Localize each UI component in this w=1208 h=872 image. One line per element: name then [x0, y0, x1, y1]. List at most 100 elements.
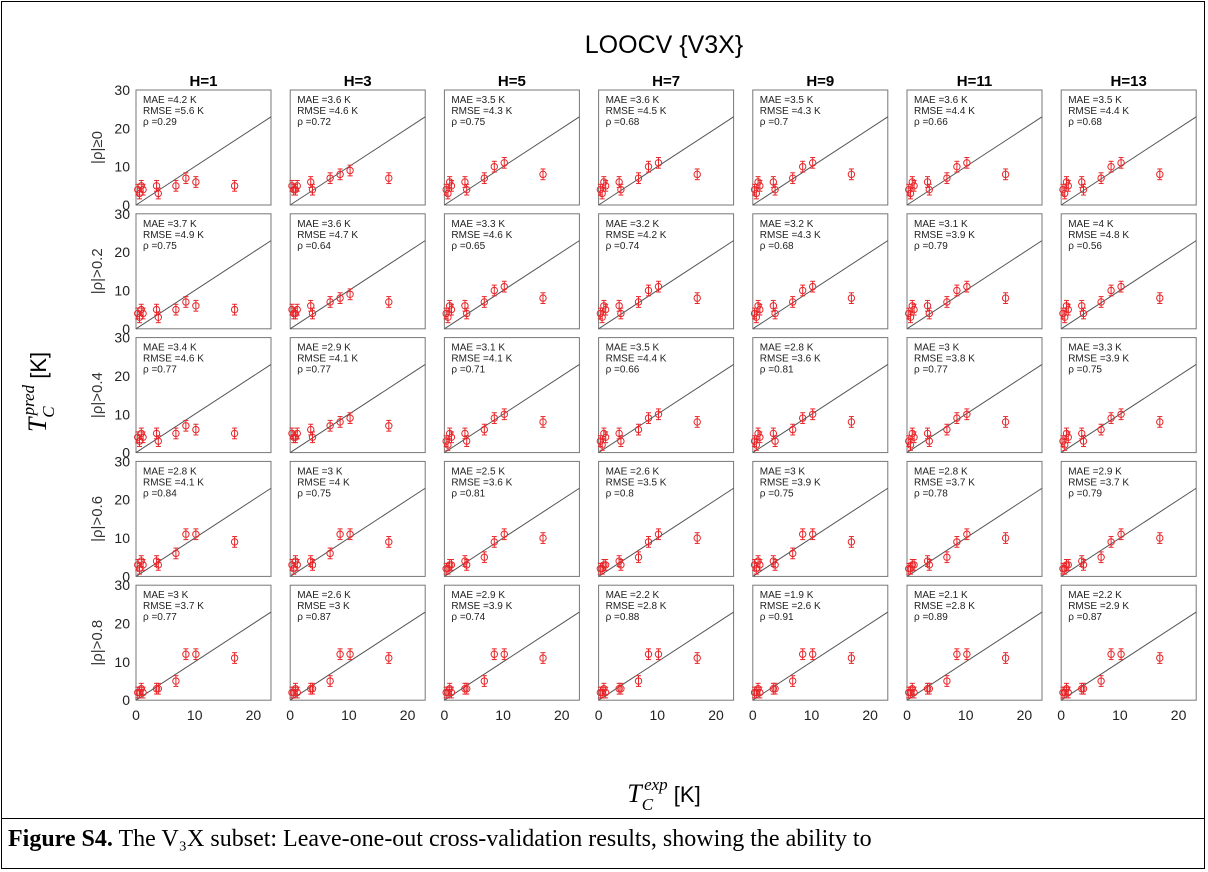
data-point	[601, 182, 610, 190]
x-tick-label: 20	[400, 707, 416, 723]
data-point	[385, 298, 393, 306]
mae-label: MAE =3.1 K	[451, 343, 505, 354]
rmse-label: RMSE =4.3 K	[760, 230, 821, 241]
data-point	[326, 422, 334, 430]
data-point	[752, 441, 761, 449]
data-point	[480, 298, 489, 306]
data-point	[182, 422, 190, 430]
y-tick-label: 20	[114, 120, 130, 136]
data-point	[1001, 170, 1010, 179]
data-point	[461, 557, 469, 565]
data-point	[953, 414, 961, 422]
data-point	[963, 650, 971, 658]
data-point	[754, 557, 762, 565]
data-point	[1078, 302, 1086, 310]
data-point	[923, 302, 932, 310]
data-point	[771, 561, 779, 569]
data-point	[308, 433, 317, 441]
column-header: H=11	[957, 73, 992, 90]
data-point	[769, 429, 778, 438]
data-point	[615, 178, 623, 186]
panel-frame	[289, 460, 426, 577]
rho-label: ρ =0.68	[606, 117, 640, 128]
mae-label: MAE =3.6 K	[297, 219, 351, 230]
data-point	[445, 302, 454, 310]
data-point	[771, 185, 779, 194]
rmse-label: RMSE =4 K	[297, 477, 350, 488]
data-point	[1061, 441, 1069, 449]
column-header: H=3	[344, 73, 372, 90]
data-point	[308, 561, 317, 569]
data-point	[192, 425, 200, 434]
data-point	[756, 305, 764, 314]
panel-frame	[1060, 584, 1197, 701]
rho-label: ρ =0.77	[297, 365, 331, 376]
panel-frame	[135, 584, 272, 701]
rmse-label: RMSE =4.6 K	[143, 354, 204, 365]
data-point	[293, 429, 301, 438]
data-point	[847, 418, 856, 426]
data-point	[307, 178, 315, 186]
data-point	[789, 425, 797, 434]
data-point	[461, 178, 469, 186]
data-point	[693, 170, 701, 179]
data-point	[152, 305, 161, 314]
y-axis-label: TCpred [K]	[19, 352, 58, 432]
data-point	[192, 302, 200, 310]
data-point	[490, 162, 498, 171]
panel-frame	[135, 337, 272, 454]
data-point	[346, 650, 354, 658]
data-point	[480, 553, 489, 561]
data-point	[152, 429, 161, 438]
panel-frame	[443, 584, 580, 701]
rmse-label: RMSE =4.7 K	[297, 230, 358, 241]
x-axis-label: TCexp [K]	[627, 775, 700, 814]
data-point	[1156, 654, 1164, 662]
data-point	[445, 178, 454, 186]
data-point	[137, 557, 145, 565]
data-point	[291, 685, 300, 693]
data-point	[943, 298, 951, 306]
panel-frame	[289, 213, 426, 330]
x-tick-label: 10	[187, 707, 203, 723]
data-point	[910, 182, 918, 190]
data-point	[385, 538, 393, 546]
data-point	[291, 309, 300, 318]
rho-label: ρ =0.87	[297, 612, 331, 623]
rmse-label: RMSE =3.7 K	[143, 601, 204, 612]
panel-frame	[906, 460, 1043, 577]
data-point	[908, 685, 916, 693]
mae-label: MAE =3 K	[297, 466, 343, 477]
mae-label: MAE =3.2 K	[760, 219, 814, 230]
data-point	[1061, 189, 1069, 198]
data-point	[230, 305, 239, 314]
data-point	[905, 309, 913, 318]
data-point	[615, 557, 623, 565]
mae-label: MAE =3.3 K	[1068, 343, 1122, 354]
data-point	[1064, 688, 1072, 697]
data-point	[598, 313, 606, 321]
data-point	[1156, 294, 1164, 302]
data-point	[771, 309, 779, 318]
data-point	[1064, 305, 1072, 314]
rho-label: ρ =0.75	[143, 241, 177, 252]
data-point	[461, 302, 469, 310]
mae-label: MAE =2.9 K	[451, 590, 505, 601]
data-point	[293, 561, 301, 569]
data-point	[480, 677, 489, 685]
data-point	[539, 418, 547, 426]
panel-frame	[906, 584, 1043, 701]
data-point	[617, 309, 625, 318]
data-point	[910, 305, 918, 314]
data-point	[445, 685, 454, 693]
data-point	[500, 282, 508, 291]
data-point	[326, 298, 334, 306]
panel-frame	[598, 584, 735, 701]
x-tick-label: 10	[341, 707, 357, 723]
data-point	[910, 688, 918, 697]
column-header: H=7	[652, 73, 680, 90]
data-point	[154, 561, 163, 569]
data-point	[601, 688, 610, 697]
data-point	[192, 178, 200, 186]
data-point	[463, 561, 471, 569]
